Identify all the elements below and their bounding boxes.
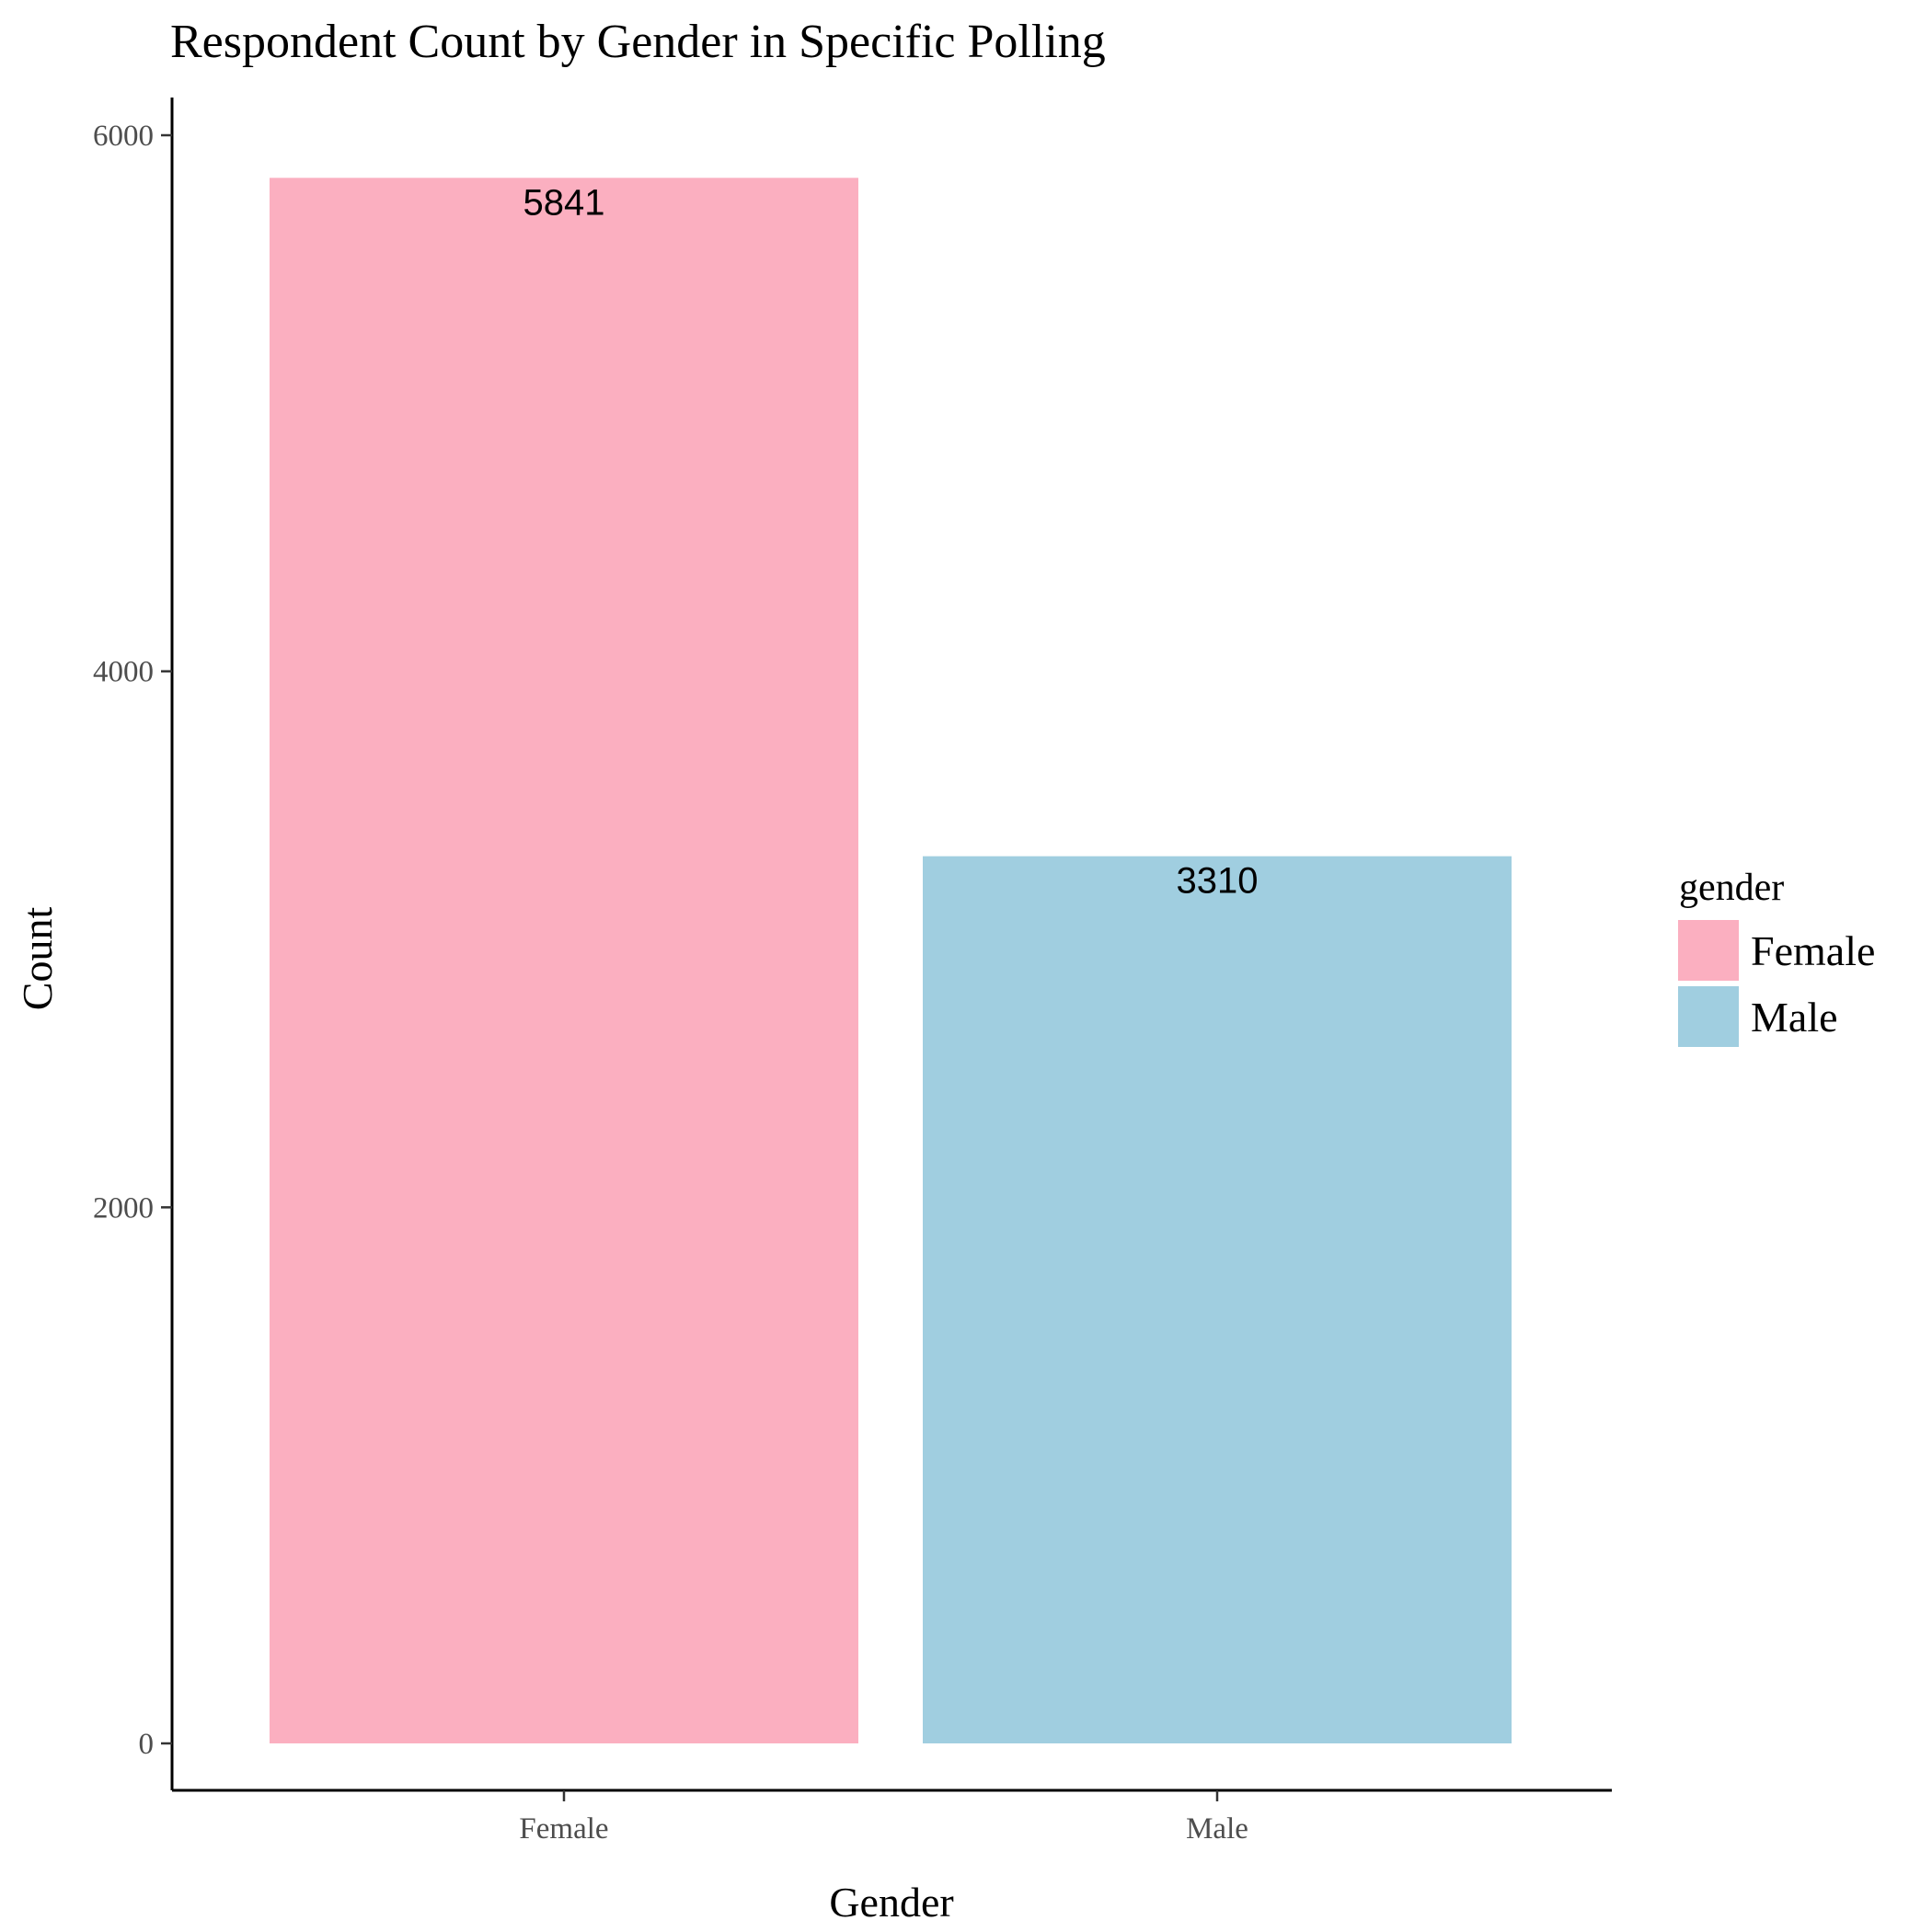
chart-title: Respondent Count by Gender in Specific P… (170, 16, 1106, 68)
data-labels-layer: 5841 3310 (523, 182, 1259, 901)
bars-layer (270, 178, 1512, 1743)
data-label-male: 3310 (1177, 861, 1259, 902)
y-axis-ticks: 0 2000 4000 6000 (93, 120, 172, 1761)
legend-entries: Female Male (1678, 920, 1875, 1047)
legend-key-female (1678, 920, 1739, 981)
bar-female (270, 178, 858, 1743)
legend-label-male: Male (1751, 994, 1838, 1041)
y-tick-label: 4000 (93, 656, 154, 689)
x-axis-title: Gender (829, 1879, 953, 1926)
y-tick-label: 0 (139, 1728, 155, 1761)
y-tick-label: 2000 (93, 1191, 154, 1225)
data-label-female: 5841 (523, 182, 605, 223)
y-axis-title: Count (14, 907, 61, 1011)
x-axis-ticks: Female Male (519, 1790, 1248, 1846)
x-tick-label-female: Female (519, 1812, 608, 1846)
x-tick-label-male: Male (1186, 1812, 1248, 1846)
legend-key-male (1678, 986, 1739, 1047)
legend-label-female: Female (1751, 927, 1875, 974)
legend: gender Female Male (1678, 867, 1875, 1047)
legend-title: gender (1679, 867, 1784, 909)
y-tick-label: 6000 (93, 120, 154, 153)
bar-male (923, 856, 1512, 1743)
